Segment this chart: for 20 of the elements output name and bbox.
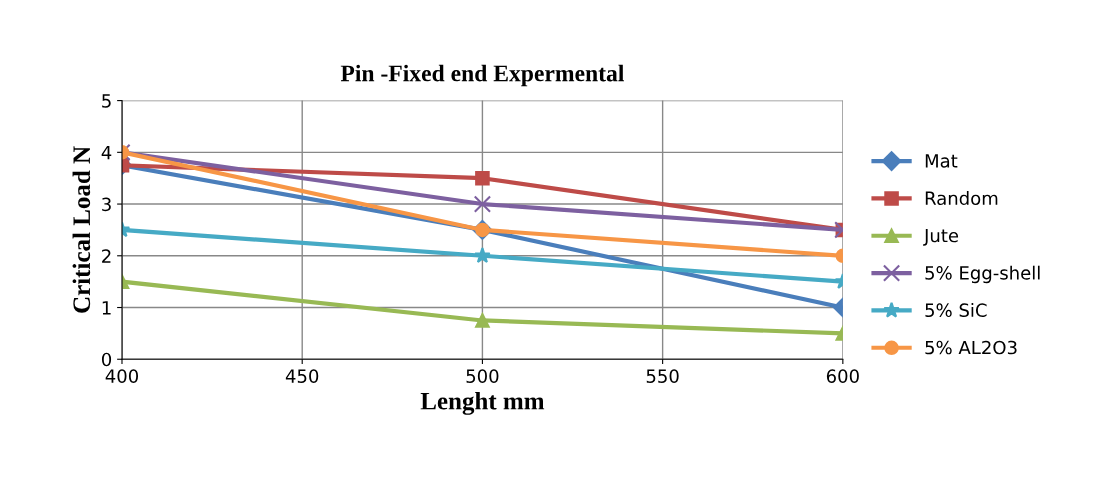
x-tick-label: 450 (285, 369, 319, 383)
x-axis-title: Lenght mm (420, 392, 545, 415)
y-tick-label: 0 (101, 352, 112, 367)
legend-label: 5% Egg-shell (925, 265, 1040, 284)
y-axis-title: Critical Load N (72, 146, 91, 313)
x-tick-label: 550 (646, 369, 679, 383)
legend-label: 5% AL2O3 (925, 340, 1017, 355)
legend-label: Jute (923, 228, 959, 246)
x-tick-label: 500 (466, 369, 499, 383)
x-tick-label: 400 (105, 369, 139, 383)
y-tick-label: 3 (102, 197, 111, 212)
chart-title: Pin -Fixed end Expermental (340, 64, 625, 87)
x-tick-label: 600 (826, 369, 859, 383)
legend-label: Mat (925, 154, 958, 168)
legend-label: 5% SiC (925, 303, 987, 318)
y-tick-label: 2 (102, 249, 111, 263)
y-tick-label: 5 (102, 94, 111, 108)
legend-label: Random (925, 191, 998, 206)
y-tick-label: 4 (101, 146, 112, 160)
y-tick-label: 1 (102, 301, 111, 315)
